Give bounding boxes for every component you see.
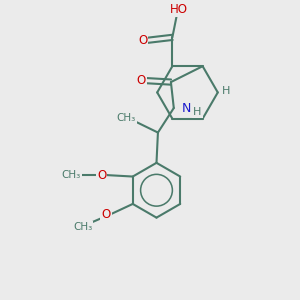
Text: O: O — [101, 208, 111, 220]
Text: CH₃: CH₃ — [62, 170, 81, 180]
Text: CH₃: CH₃ — [73, 222, 92, 232]
Text: O: O — [138, 34, 147, 47]
Text: H: H — [222, 86, 230, 96]
Text: H: H — [193, 107, 202, 117]
Text: O: O — [97, 169, 106, 182]
Text: N: N — [182, 101, 191, 115]
Text: O: O — [136, 74, 146, 87]
Text: CH₃: CH₃ — [117, 113, 136, 123]
Text: HO: HO — [170, 3, 188, 16]
